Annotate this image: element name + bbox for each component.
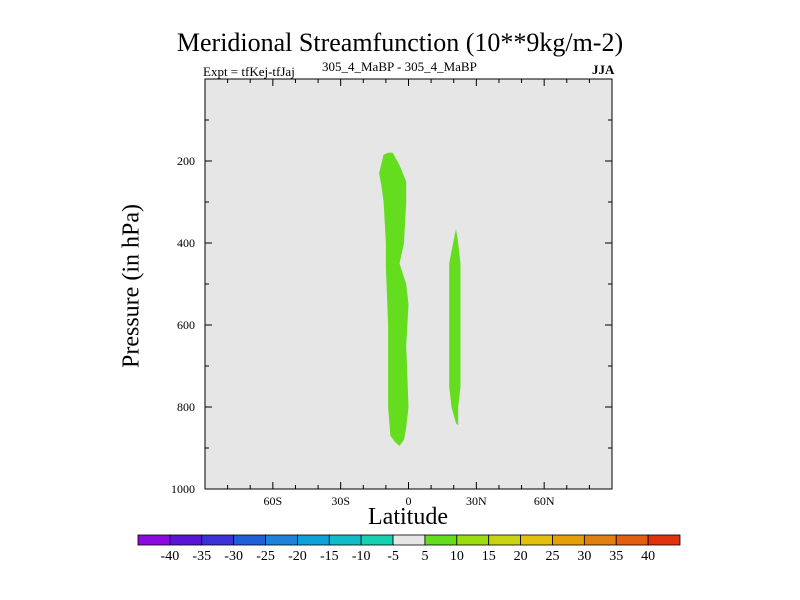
y-tick-label: 200 bbox=[177, 154, 195, 168]
colorbar-label: -20 bbox=[288, 549, 307, 564]
colorbar-swatch bbox=[297, 534, 330, 546]
colorbar-label: -30 bbox=[224, 549, 243, 564]
colorbar-swatch bbox=[615, 534, 649, 546]
experiment-label: Expt = tfKej-tfJaj bbox=[203, 64, 295, 79]
colorbar-swatch bbox=[552, 534, 585, 546]
colorbar-swatch bbox=[647, 534, 681, 546]
colorbar-swatch bbox=[583, 534, 617, 546]
chart-subtitle: 305_4_MaBP - 305_4_MaBP bbox=[322, 59, 477, 74]
colorbar-swatch bbox=[424, 534, 458, 546]
x-axis-label: Latitude bbox=[368, 504, 448, 530]
season-label: JJA bbox=[592, 62, 615, 77]
colorbar-label: -35 bbox=[192, 549, 211, 564]
x-tick-label: 60N bbox=[534, 494, 555, 508]
colorbar-swatch bbox=[488, 534, 521, 546]
colorbar-swatch bbox=[201, 534, 235, 546]
colorbar-swatch bbox=[456, 534, 490, 546]
colorbar-label: 15 bbox=[482, 549, 496, 564]
subtropical-cell-north-shading bbox=[449, 228, 461, 426]
colorbar-swatch bbox=[360, 534, 394, 546]
colorbar-label: 30 bbox=[577, 549, 591, 564]
colorbar-label: 25 bbox=[545, 549, 559, 564]
x-tick-label: 30N bbox=[466, 494, 487, 508]
colorbar-swatch bbox=[520, 534, 553, 546]
tropical-cell-main-shading bbox=[379, 152, 409, 446]
colorbar-label: -5 bbox=[387, 549, 399, 564]
colorbar-swatch bbox=[137, 534, 171, 546]
plot-background bbox=[205, 79, 612, 489]
colorbar-swatch bbox=[265, 534, 298, 546]
colorbar-label: 10 bbox=[450, 549, 464, 564]
colorbar-swatch bbox=[392, 534, 426, 546]
colorbar-swatch bbox=[169, 534, 203, 546]
colorbar-swatch bbox=[328, 534, 362, 546]
colorbar-label: 5 bbox=[421, 549, 428, 564]
colorbar-label: -40 bbox=[161, 549, 180, 564]
colorbar-label: 20 bbox=[514, 549, 528, 564]
y-tick-label: 400 bbox=[177, 236, 195, 250]
y-tick-label: 800 bbox=[177, 400, 195, 414]
chart-title: Meridional Streamfunction (10**9kg/m-2) bbox=[176, 28, 624, 57]
colorbar-label: -15 bbox=[320, 549, 339, 564]
colorbar-swatch bbox=[233, 534, 266, 546]
x-tick-label: 30S bbox=[331, 494, 350, 508]
colorbar-label: 35 bbox=[609, 549, 623, 564]
colorbar-label: -10 bbox=[352, 549, 371, 564]
colorbar-label: -25 bbox=[256, 549, 275, 564]
y-tick-label: 1000 bbox=[171, 482, 195, 496]
x-tick-label: 0 bbox=[406, 494, 412, 508]
y-tick-label: 600 bbox=[177, 318, 195, 332]
x-tick-label: 60S bbox=[263, 494, 282, 508]
colorbar-label: 40 bbox=[641, 549, 655, 564]
y-axis-label: Pressure (in hPa) bbox=[118, 204, 145, 368]
